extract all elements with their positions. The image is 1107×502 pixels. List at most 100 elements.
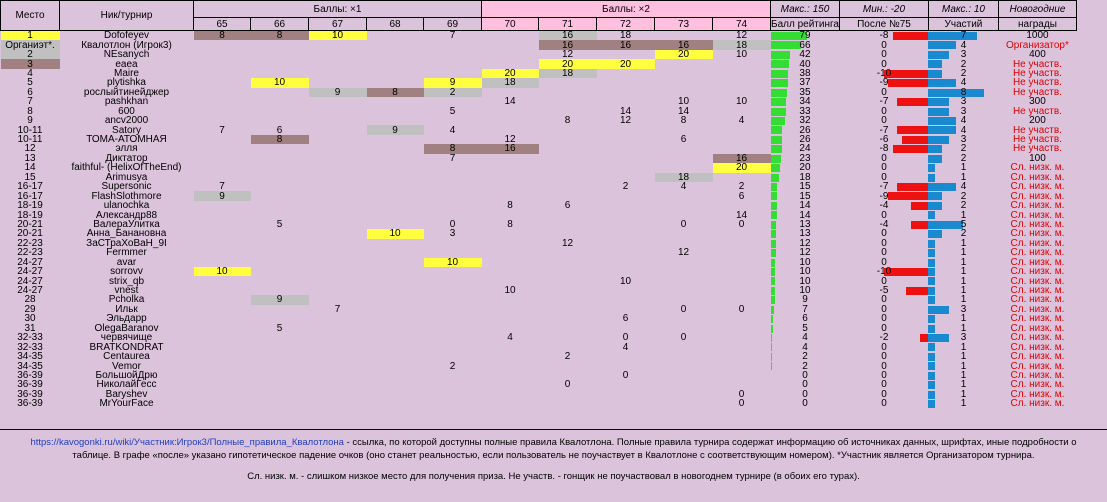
nickname-cell: Arimusya	[105, 171, 148, 183]
score-cell	[482, 314, 539, 323]
place-cell: 34-35	[17, 351, 43, 363]
award-cell: Не участв.	[1012, 58, 1062, 70]
score-cell	[713, 201, 771, 210]
nickname-cell: Ильк	[115, 303, 138, 315]
score-cell	[482, 163, 539, 172]
players-bar	[928, 192, 943, 201]
nickname-cell: Dofofeyev	[103, 30, 150, 42]
score-cell: 16	[538, 30, 597, 41]
score-cell	[539, 88, 597, 97]
rating-value: 33	[799, 105, 811, 117]
score-cell	[309, 125, 367, 134]
players-cell: 2	[928, 153, 998, 163]
score-cell: 16	[538, 40, 597, 50]
table-row: 32-33 червячище 4 0 0 4 -2 3 Сл. низк. м.	[1, 332, 1077, 344]
score-cell	[482, 50, 539, 59]
rating-value: 2	[802, 351, 808, 363]
score-cell	[539, 258, 597, 267]
score-cell	[251, 361, 309, 370]
score-cell	[539, 267, 597, 276]
table-row: 6 рослыйтинейджер 9 8 2 35 0 8 Не участв.	[1, 86, 1077, 98]
players-value: 1	[960, 398, 967, 410]
players-bar	[928, 258, 936, 267]
after-value: -9	[879, 77, 889, 89]
after-value: -8	[879, 30, 889, 42]
rating-cell: 0	[771, 388, 840, 400]
score-cell	[424, 399, 482, 408]
score-cell: 12	[561, 237, 574, 249]
after-value: -2	[879, 332, 889, 344]
rating-value: 79	[799, 30, 811, 42]
score-cell	[367, 342, 424, 351]
award-cell: Сл. низк. м.	[1010, 190, 1065, 202]
footer-text-2: Сл. низк. м. - слишком низкое место для …	[247, 471, 860, 482]
nickname-cell: ВалераУлитка	[93, 218, 160, 230]
place-cell: 31	[24, 322, 36, 334]
players-value: 4	[960, 77, 967, 89]
table-row: 14 faithful- (HelixOfTheEnd) 20 20 0 1 Сл. низ…	[1, 163, 1077, 173]
rating-table-sheet: Место Ник/турнир Баллы: ×1 Баллы: ×2 Мак…	[0, 0, 1077, 410]
score-cell	[194, 371, 251, 380]
score-cell	[309, 390, 367, 399]
score-cell	[309, 97, 367, 106]
nickname-cell: Диктатор	[105, 152, 148, 164]
score-cell	[251, 380, 309, 389]
rating-value: 35	[799, 86, 811, 98]
score-cell	[655, 371, 713, 380]
score-cell	[309, 239, 367, 248]
players-cell: 1	[928, 238, 998, 248]
rating-bar	[770, 135, 783, 144]
rating-value: 14	[799, 209, 811, 221]
players-cell: 3	[928, 333, 998, 343]
rating-value: 0	[802, 388, 808, 400]
score-cell	[194, 399, 251, 408]
rating-cell: 10	[770, 276, 840, 286]
table-row: 32-33 BRATKONDRAT 4 4 0 1 Сл. низк. м.	[1, 341, 1077, 353]
players-cell: 5	[928, 219, 998, 229]
rules-link[interactable]: https://kavogonki.ru/wiki/Участник:Игрок…	[30, 437, 344, 448]
rating-bar	[770, 277, 776, 286]
rating-bar	[770, 334, 773, 342]
score-cell: 4	[507, 332, 513, 344]
rating-bar	[770, 258, 776, 267]
score-cell	[482, 182, 539, 191]
after-cell: -7	[839, 182, 929, 192]
rating-value: 26	[799, 124, 811, 136]
score-cell: 9	[308, 87, 367, 98]
score-cell	[424, 390, 482, 399]
players-value: 1	[960, 341, 967, 353]
score-cell	[251, 229, 309, 238]
score-cell	[482, 342, 539, 351]
players-cell: 4	[928, 77, 998, 89]
rating-value: 14	[799, 200, 811, 212]
players-bar	[928, 69, 943, 78]
score-cell	[194, 305, 251, 314]
header-tournament: 71	[538, 17, 597, 31]
after-bar	[910, 201, 929, 210]
award-cell: Сл. низк. м.	[1010, 341, 1065, 353]
players-value: 1	[960, 209, 967, 221]
score-cell: 10	[619, 275, 632, 287]
score-cell	[597, 78, 655, 87]
score-cell: 5	[276, 322, 283, 334]
after-cell: 0	[839, 276, 928, 286]
after-value: 0	[881, 388, 887, 400]
score-cell: 4	[449, 124, 456, 136]
score-cell	[251, 191, 309, 200]
players-value: 4	[960, 115, 967, 127]
score-cell	[367, 107, 424, 116]
nickname-cell: OlegaBaranov	[94, 322, 159, 334]
score-cell	[251, 59, 309, 68]
after-cell: -10	[839, 68, 929, 78]
place-cell: Органиэт*.	[0, 40, 60, 50]
header-awards-title: Новогодние	[997, 0, 1077, 18]
nickname-cell: Vemor	[112, 360, 141, 372]
after-cell: 0	[839, 116, 928, 126]
score-cell	[367, 286, 424, 295]
table-row: 22-23 Fermmer 12 12 0 1 Сл. низк. м.	[1, 248, 1077, 258]
award-cell: Сл. низк. м.	[1010, 351, 1065, 363]
players-cell: 4	[928, 125, 998, 135]
players-bar	[928, 286, 936, 295]
award-cell: 1000	[1026, 30, 1049, 42]
score-cell	[367, 163, 424, 172]
